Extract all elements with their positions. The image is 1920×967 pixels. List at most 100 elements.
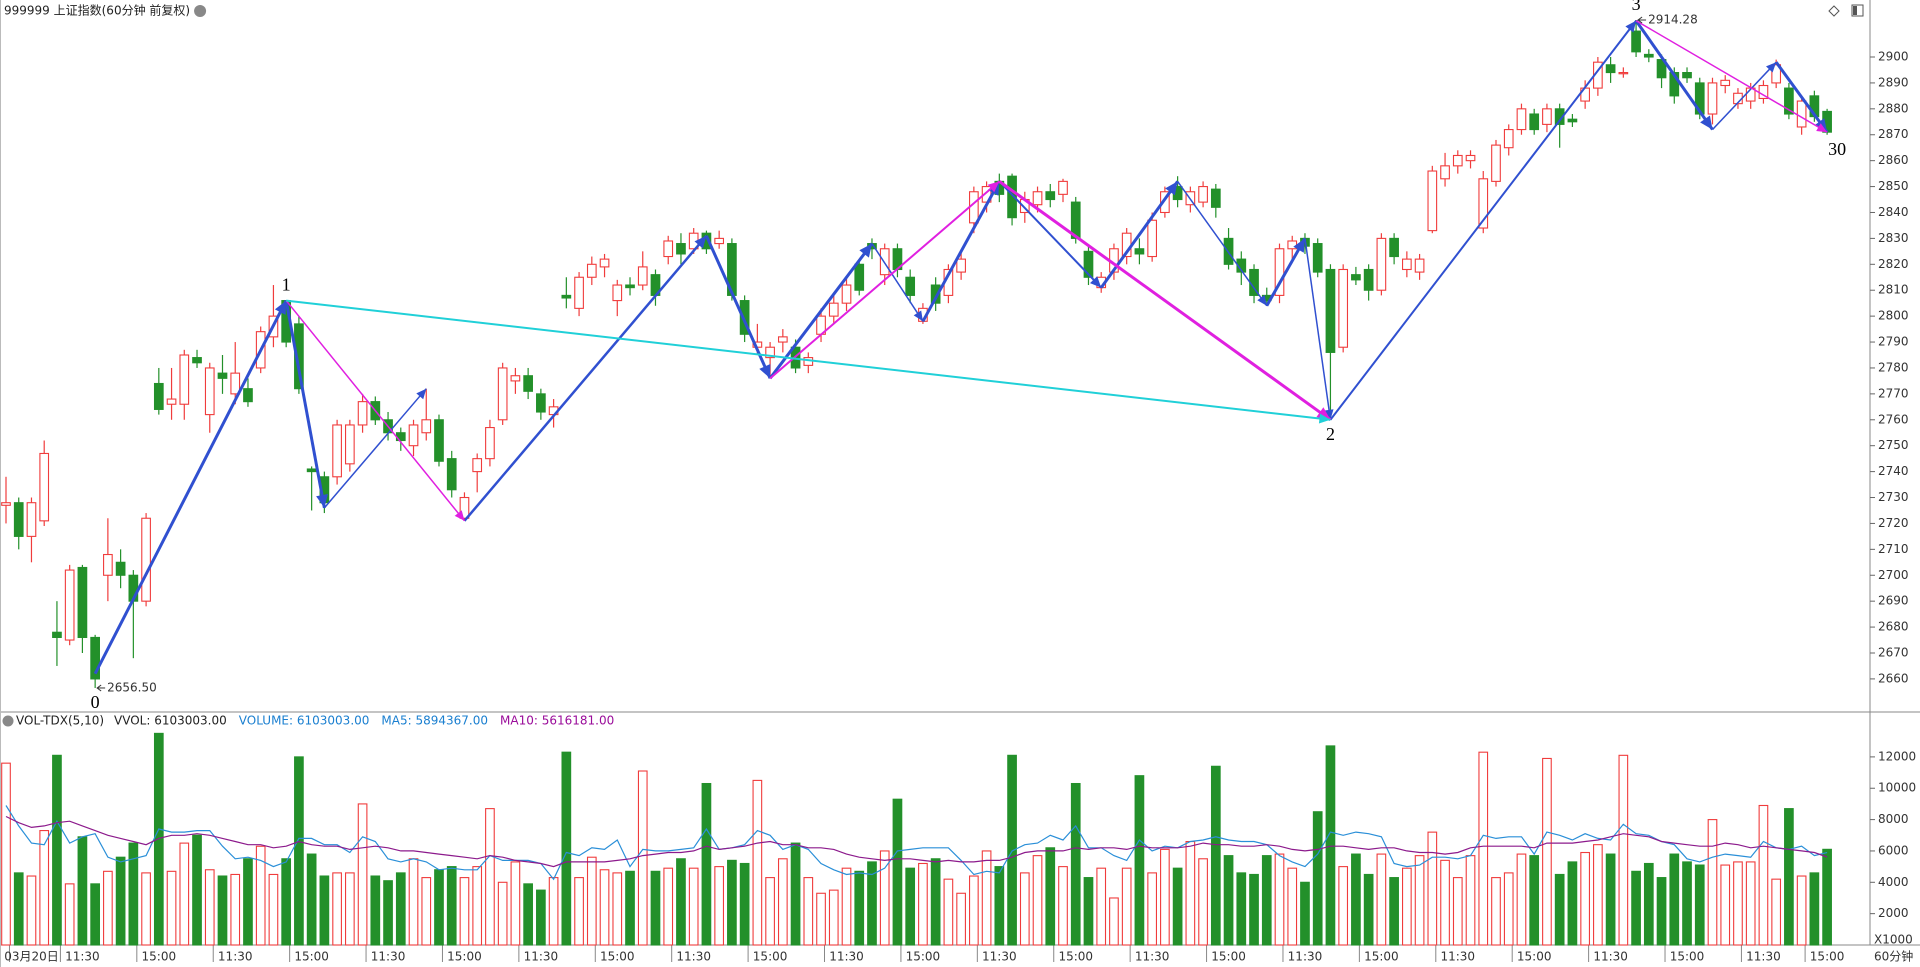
panel-icon[interactable] <box>1851 4 1864 17</box>
y-tick-label: 2660 <box>1878 671 1909 685</box>
x-tick-label: 11:30 <box>1593 950 1628 964</box>
candle-body <box>1771 64 1782 84</box>
volume-bar <box>421 877 432 946</box>
volume-bar <box>13 872 24 946</box>
candle-body <box>930 284 941 304</box>
wave-segment <box>1774 61 1829 134</box>
volume-bar <box>26 875 37 946</box>
y-tick-label: 2780 <box>1878 360 1909 374</box>
candle-body <box>676 243 686 255</box>
y-tick-label: 2820 <box>1878 257 1909 271</box>
candle-body <box>1796 100 1807 128</box>
candles <box>1 20 1832 946</box>
volume-bar <box>204 869 215 946</box>
y-tick-label: 2870 <box>1878 127 1909 141</box>
volume-bar <box>294 756 304 946</box>
candle-body <box>485 427 495 460</box>
candle-body <box>1529 113 1540 131</box>
wave-segment <box>998 180 1102 289</box>
candle-body <box>103 553 113 576</box>
candle-body <box>1554 108 1565 125</box>
volume-bar <box>625 870 635 946</box>
volume-bar <box>115 856 126 946</box>
candle-body <box>1338 268 1349 348</box>
candle-body <box>1478 178 1489 229</box>
volume-bar <box>905 867 916 946</box>
volume-bar <box>727 859 737 946</box>
volume-bar <box>650 870 661 946</box>
candle-body <box>1083 250 1094 278</box>
volume-bar <box>1643 862 1654 946</box>
candle-body <box>586 263 597 278</box>
diamond-icon[interactable] <box>1828 5 1840 17</box>
candle-body <box>1491 144 1501 182</box>
volume-y-tick-label: 12000 <box>1878 749 1916 763</box>
volume-bar <box>103 870 113 946</box>
volume-bar <box>1554 873 1565 946</box>
volume-bar <box>1096 867 1107 946</box>
wave-segment <box>1329 20 1637 421</box>
y-tick-label: 2730 <box>1878 490 1909 504</box>
candle-body <box>52 631 62 638</box>
candle-body <box>637 266 648 286</box>
volume-legend-item: MA5: 5894367.00 <box>381 714 488 728</box>
volume-bar <box>956 892 966 946</box>
candle-body <box>1402 258 1412 271</box>
candle-body <box>1236 258 1247 273</box>
volume-bar <box>255 845 266 946</box>
candle-body <box>166 398 177 405</box>
arrow-head <box>1318 413 1331 424</box>
volume-bar <box>434 869 444 946</box>
volume-bar <box>1338 866 1349 946</box>
volume-bar <box>306 853 317 946</box>
volume-bar <box>166 870 177 946</box>
volume-bar <box>1682 861 1692 946</box>
wave-label: 1 <box>282 275 291 295</box>
wave-segment <box>1177 180 1268 307</box>
arrow-head <box>1766 62 1777 73</box>
volume-bar <box>892 798 903 946</box>
volume-bar <box>1185 840 1196 946</box>
x-tick-label: 11:30 <box>1288 950 1323 964</box>
volume-bar <box>1032 855 1043 946</box>
candle-body <box>969 191 979 224</box>
y-tick-label: 2900 <box>1878 50 1909 64</box>
volume-bar <box>1503 872 1514 946</box>
volume-bar <box>841 867 852 946</box>
y-tick-label: 2710 <box>1878 542 1909 556</box>
volume-bar <box>1 762 11 946</box>
x-tick-label: 15:00 <box>1058 950 1093 964</box>
candle-body <box>497 367 508 421</box>
arrow-head <box>1090 276 1102 288</box>
candle-body <box>179 354 190 405</box>
volume-bar <box>1580 851 1590 946</box>
title-menu-icon[interactable] <box>194 5 207 17</box>
arrow-head <box>316 494 328 508</box>
candle-body <box>332 424 342 478</box>
volume-bar <box>548 877 559 946</box>
x-tick-label: 15:00 <box>906 950 941 964</box>
volume-bar <box>1121 867 1132 946</box>
y-tick-label: 2880 <box>1878 101 1909 115</box>
volume-bar <box>1605 853 1616 946</box>
arrow-head <box>454 510 465 521</box>
candle-body <box>536 393 546 413</box>
volume-bar <box>1669 853 1680 946</box>
volume-bar <box>1656 877 1667 946</box>
candle-body <box>612 284 623 302</box>
volume-bar <box>141 872 151 946</box>
x-tick-label: 11:30 <box>371 950 406 964</box>
volume-legend-item: VVOL: 6103003.00 <box>114 714 227 728</box>
candle-body <box>306 468 317 473</box>
arrow-head <box>987 181 1000 193</box>
volume-bar <box>1618 754 1629 946</box>
candle-body <box>1542 108 1552 125</box>
volume-menu-icon[interactable] <box>2 715 14 727</box>
x-tick-label: 15:00 <box>294 950 329 964</box>
volume-bar <box>1516 853 1527 946</box>
x-tick-label: 11:30 <box>1440 950 1475 964</box>
price-label-arrowhead <box>96 684 102 692</box>
volume-bar <box>243 858 253 946</box>
candle-body <box>115 561 126 576</box>
